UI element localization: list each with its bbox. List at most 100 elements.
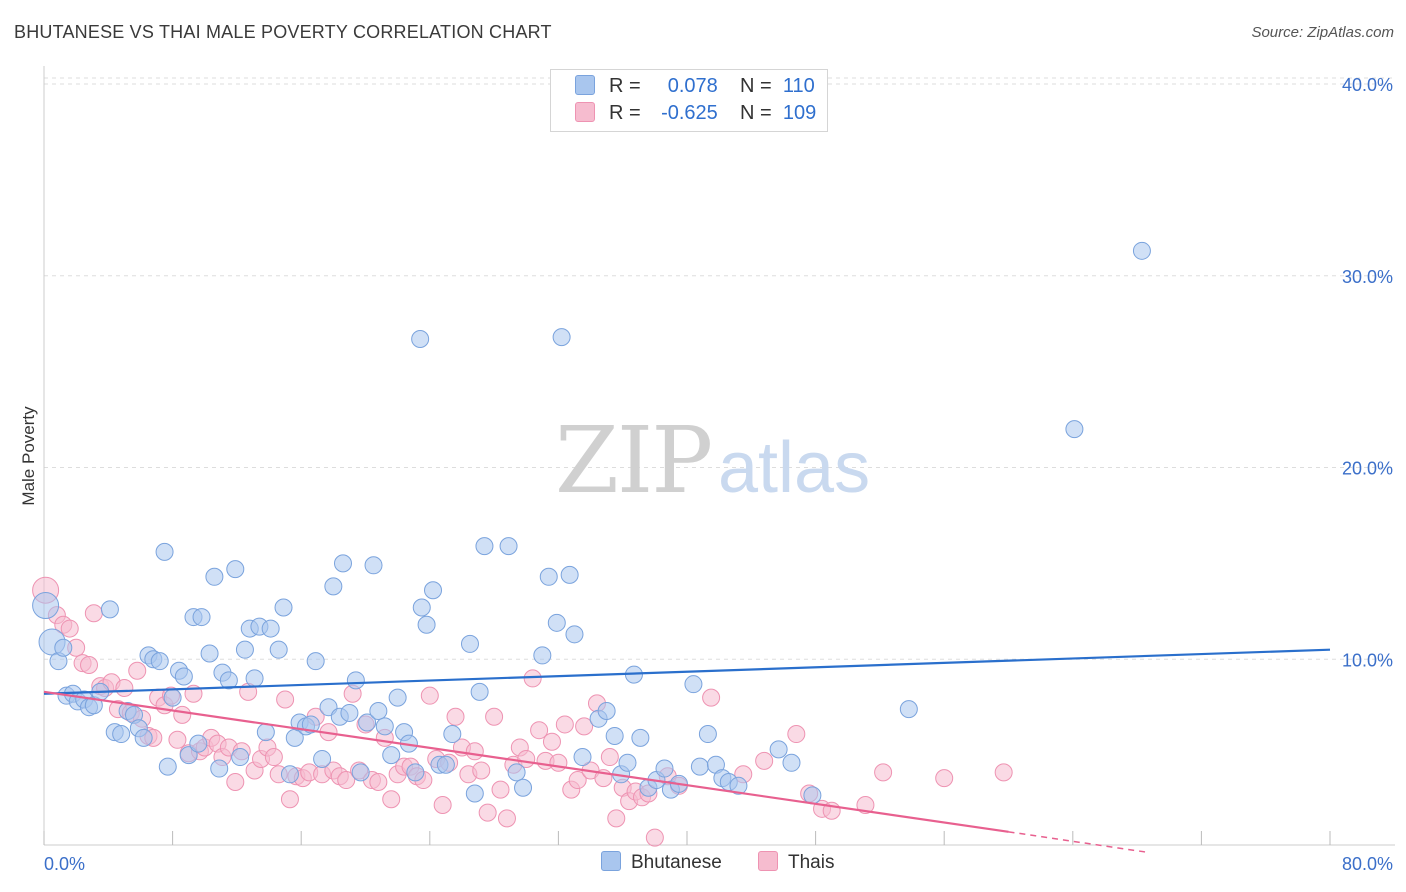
legend-swatch-blue: [575, 75, 595, 95]
point-bhutanese: [54, 638, 73, 657]
point-thais: [276, 690, 295, 709]
point-bhutanese: [155, 542, 174, 561]
point-thais: [607, 809, 626, 828]
point-bhutanese: [333, 554, 352, 573]
point-bhutanese: [358, 713, 377, 732]
point-thais: [472, 761, 491, 780]
point-thais: [530, 721, 549, 740]
point-thais: [369, 772, 388, 791]
point-bhutanese: [313, 749, 332, 768]
point-thais: [115, 679, 134, 698]
point-bhutanese: [539, 567, 558, 586]
point-bhutanese: [219, 671, 238, 690]
point-thais: [600, 748, 619, 767]
point-bhutanese: [210, 759, 229, 778]
point-bhutanese: [158, 757, 177, 776]
trend-line-thais-extrapolated: [1008, 831, 1146, 853]
point-bhutanese: [174, 667, 193, 686]
watermark-zip: ZIP: [555, 407, 711, 514]
legend-n-label: N =: [740, 75, 772, 97]
point-bhutanese: [134, 728, 153, 747]
point-bhutanese: [346, 671, 365, 690]
point-bhutanese: [533, 646, 552, 665]
point-bhutanese: [782, 753, 801, 772]
point-bhutanese: [269, 640, 288, 659]
bottom-swatch-pink: [758, 851, 778, 871]
legend-r-label: R =: [609, 75, 641, 97]
point-thais: [542, 732, 561, 751]
trend-lines: [43, 648, 1331, 853]
point-bhutanese: [684, 675, 703, 694]
point-bhutanese: [192, 608, 211, 627]
point-bhutanese: [769, 740, 788, 759]
legend-n-value: 110: [782, 75, 815, 97]
point-bhutanese: [200, 644, 219, 663]
bottom-legend-bhutanese: Bhutanese: [601, 851, 722, 874]
point-bhutanese: [406, 763, 425, 782]
legend-n-value: 109: [782, 102, 817, 124]
point-bhutanese: [597, 702, 616, 721]
point-bhutanese: [340, 703, 359, 722]
point-thais: [80, 656, 99, 675]
point-bhutanese: [698, 725, 717, 744]
point-thais: [433, 795, 452, 814]
point-bhutanese: [364, 556, 383, 575]
y-axis-label: Male Poverty: [19, 406, 38, 506]
point-bhutanese: [465, 784, 484, 803]
point-thais: [497, 809, 516, 828]
point-bhutanese: [1065, 420, 1084, 439]
point-thais: [420, 686, 439, 705]
point-thais: [128, 661, 147, 680]
point-thais: [856, 795, 875, 814]
watermark-atlas: atlas: [718, 428, 870, 508]
point-bhutanese: [803, 786, 822, 805]
point-thais: [337, 771, 356, 790]
point-thais: [702, 688, 721, 707]
point-bhutanese: [573, 748, 592, 767]
point-bhutanese: [280, 765, 299, 784]
bottom-legend-label: Bhutanese: [631, 852, 722, 873]
point-bhutanese: [324, 577, 343, 596]
y-tick-label: 20.0%: [1342, 459, 1393, 479]
legend-r-label: R =: [609, 102, 641, 124]
legend-row-bhutanese: R = 0.078 N = 110: [575, 75, 815, 99]
point-bhutanese: [443, 725, 462, 744]
point-bhutanese: [179, 746, 198, 765]
point-bhutanese: [618, 753, 637, 772]
bottom-legend-label: Thais: [788, 852, 835, 873]
point-bhutanese: [412, 598, 431, 617]
point-bhutanese: [189, 734, 208, 753]
point-bhutanese: [245, 669, 264, 688]
point-thais: [226, 772, 245, 791]
point-thais: [549, 753, 568, 772]
point-bhutanese: [565, 625, 584, 644]
point-thais: [382, 790, 401, 809]
point-bhutanese: [382, 746, 401, 765]
y-tick-label: 10.0%: [1342, 650, 1393, 670]
point-bhutanese: [32, 592, 60, 620]
point-thais: [446, 707, 465, 726]
point-bhutanese: [301, 715, 320, 734]
stats-legend: R = 0.078 N = 110 R = -0.625 N = 109: [550, 69, 828, 132]
point-bhutanese: [631, 728, 650, 747]
point-bhutanese: [690, 757, 709, 776]
point-thais: [575, 717, 594, 736]
point-bhutanese: [150, 652, 169, 671]
point-bhutanese: [560, 565, 579, 584]
point-bhutanese: [226, 560, 245, 579]
point-thais: [555, 715, 574, 734]
y-tick-labels: 10.0% 20.0% 30.0% 40.0%: [1342, 75, 1393, 670]
point-bhutanese: [306, 652, 325, 671]
bottom-legend-thais: Thais: [758, 851, 834, 874]
legend-row-thais: R = -0.625 N = 109: [575, 102, 816, 126]
point-bhutanese: [475, 537, 494, 556]
point-thais: [491, 780, 510, 799]
point-thais: [935, 769, 954, 788]
bottom-swatch-blue: [601, 851, 621, 871]
point-thais: [168, 730, 187, 749]
point-bhutanese: [552, 328, 571, 347]
point-bhutanese: [436, 755, 455, 774]
legend-swatch-pink: [575, 102, 595, 122]
point-thais: [478, 803, 497, 822]
